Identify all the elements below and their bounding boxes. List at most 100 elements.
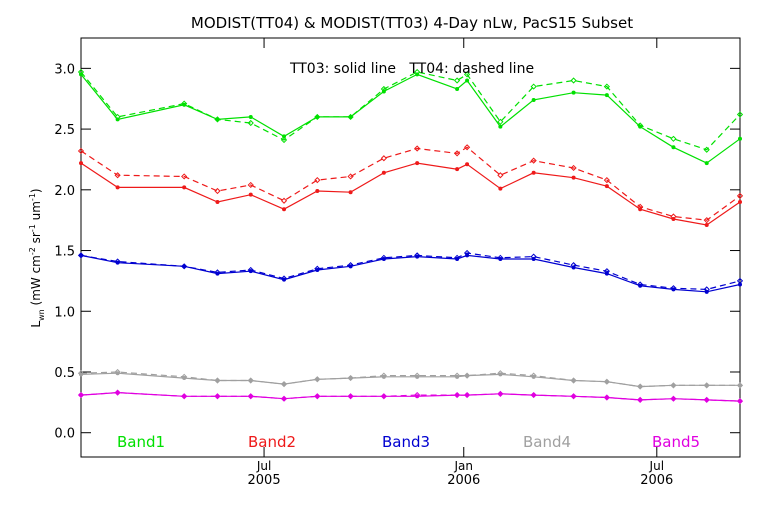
band3-tt04-point: [637, 281, 644, 288]
band1-tt04-point: [314, 113, 321, 121]
band1-tt04-point: [736, 111, 744, 118]
band5-tt04-point: [247, 393, 254, 400]
band2-tt03-point: [381, 170, 386, 175]
band2-tt03-point: [348, 190, 353, 195]
band1-tt03-point: [704, 161, 709, 166]
band3-tt04-point: [463, 249, 471, 257]
y-tick-label: 2.5: [54, 123, 75, 138]
band5-tt04-point: [214, 393, 221, 400]
y-tick-label: 3.0: [54, 62, 75, 77]
band2-tt04-point: [703, 217, 710, 224]
y-axis-label-part: -1: [28, 224, 37, 232]
y-axis-label-part: -1: [28, 193, 37, 201]
band2-tt04-point: [603, 176, 610, 184]
band3-tt04-point: [77, 252, 85, 259]
band4-tt04-point: [380, 372, 387, 379]
band3-tt03-point: [381, 257, 386, 262]
line-style-annotation: TT03: solid line TT04: dashed line: [289, 61, 534, 77]
y-axis-label-part: L: [29, 321, 43, 328]
band5-tt04-point: [497, 390, 504, 397]
band3-tt04-line: [80, 252, 741, 291]
band5-tt04-point: [380, 393, 387, 400]
band4-tt04-point: [77, 370, 85, 377]
band4-tt04-point: [637, 383, 644, 390]
y-tick-label: 1.0: [54, 305, 75, 320]
band2-tt03-point: [115, 185, 120, 190]
band2-tt03-point: [215, 199, 220, 204]
band1-tt04-point: [497, 118, 504, 125]
band3-tt04-point: [453, 254, 461, 261]
band3-tt03-point: [115, 260, 120, 265]
band2-tt04-point: [380, 155, 387, 162]
band4-tt04-point: [670, 382, 677, 389]
band1-tt04-point: [347, 113, 354, 121]
band1-tt04-point: [570, 77, 577, 84]
band2-tt04-point: [670, 213, 677, 220]
legend-entry-band5: Band5: [652, 433, 700, 451]
legend-entry-band4: Band4: [523, 433, 571, 451]
band5-tt04-point: [77, 391, 85, 399]
band2-tt04-point: [530, 157, 537, 164]
band5-tt04-point: [603, 394, 610, 401]
band3-tt04-point: [603, 268, 610, 275]
legend: Band1 Band2 Band3 Band4 Band5: [117, 433, 700, 451]
band4-tt04-point: [214, 377, 221, 384]
band5-tt04-point: [347, 393, 354, 400]
x-tick-year-label: 2005: [248, 473, 281, 488]
legend-entry-band1: Band1: [117, 433, 165, 451]
band2-tt03-point: [455, 167, 460, 172]
band1-tt04-point: [181, 100, 188, 107]
band5-tt04-point: [530, 391, 537, 399]
band4-tt04-point: [497, 370, 504, 377]
band2-tt03-point: [465, 162, 470, 167]
x-tick-year-label: 2006: [640, 473, 673, 488]
band2-tt03-point: [704, 223, 709, 228]
y-axis-label-part: (mW cm: [29, 255, 43, 309]
band2-tt03-point: [604, 184, 609, 189]
band3-tt04-point: [570, 262, 577, 269]
band2-tt04-point: [570, 164, 577, 172]
band4-tt04-point: [181, 373, 188, 380]
band2-tt04-point: [114, 172, 121, 179]
y-axis-label-part: ): [29, 188, 43, 193]
y-tick-label: 0.0: [54, 427, 75, 442]
band5-tt04-point: [703, 396, 710, 404]
band2-tt04-point: [214, 187, 221, 195]
band1-tt04-point: [280, 136, 288, 144]
band4-tt04-point: [314, 376, 321, 383]
band1-tt03-point: [738, 136, 742, 141]
y-tick-label: 1.5: [54, 245, 75, 260]
band2-tt04-point: [453, 150, 461, 157]
band3-tt04-point: [670, 285, 677, 292]
band1-tt04-point: [214, 116, 221, 123]
band2-tt04-point: [637, 203, 644, 210]
chart-title: MODIST(TT04) & MODIST(TT03) 4-Day nLw, P…: [191, 14, 633, 32]
band2-tt03-point: [282, 207, 287, 212]
plot-frame: [80, 37, 741, 458]
band2-tt03-point: [415, 161, 420, 166]
band5-tt04-point: [114, 389, 121, 396]
band5-tt04-line: [80, 391, 741, 402]
band1-tt04-point: [637, 122, 644, 129]
y-axis-label: Lwn (mW cm-2 sr-1 um-1): [28, 188, 46, 327]
band4-tt03-point: [455, 374, 460, 379]
band4-tt04-point: [736, 382, 744, 389]
band3-tt04-point: [247, 266, 254, 274]
x-tick-month-label: Jul: [256, 459, 271, 473]
band1-tt04-point: [114, 113, 121, 121]
band1-tt03-point: [671, 145, 676, 150]
band3-tt04-point: [497, 254, 504, 261]
band1-tt03-point: [465, 78, 470, 83]
band2-tt03-point: [531, 170, 536, 175]
band2-tt04-point: [347, 173, 354, 180]
band1-tt04-point: [453, 77, 461, 84]
band4-tt04-point: [114, 368, 121, 376]
plot-marks: [77, 68, 744, 405]
band3-tt04-point: [114, 258, 121, 265]
band2-tt03-line: [80, 162, 741, 226]
band4-tt04-point: [414, 372, 421, 379]
band1-tt04-line: [80, 71, 741, 151]
band3-tt04-point: [736, 277, 744, 285]
band4-tt04-point: [453, 372, 461, 379]
band2-tt04-point: [247, 181, 254, 189]
